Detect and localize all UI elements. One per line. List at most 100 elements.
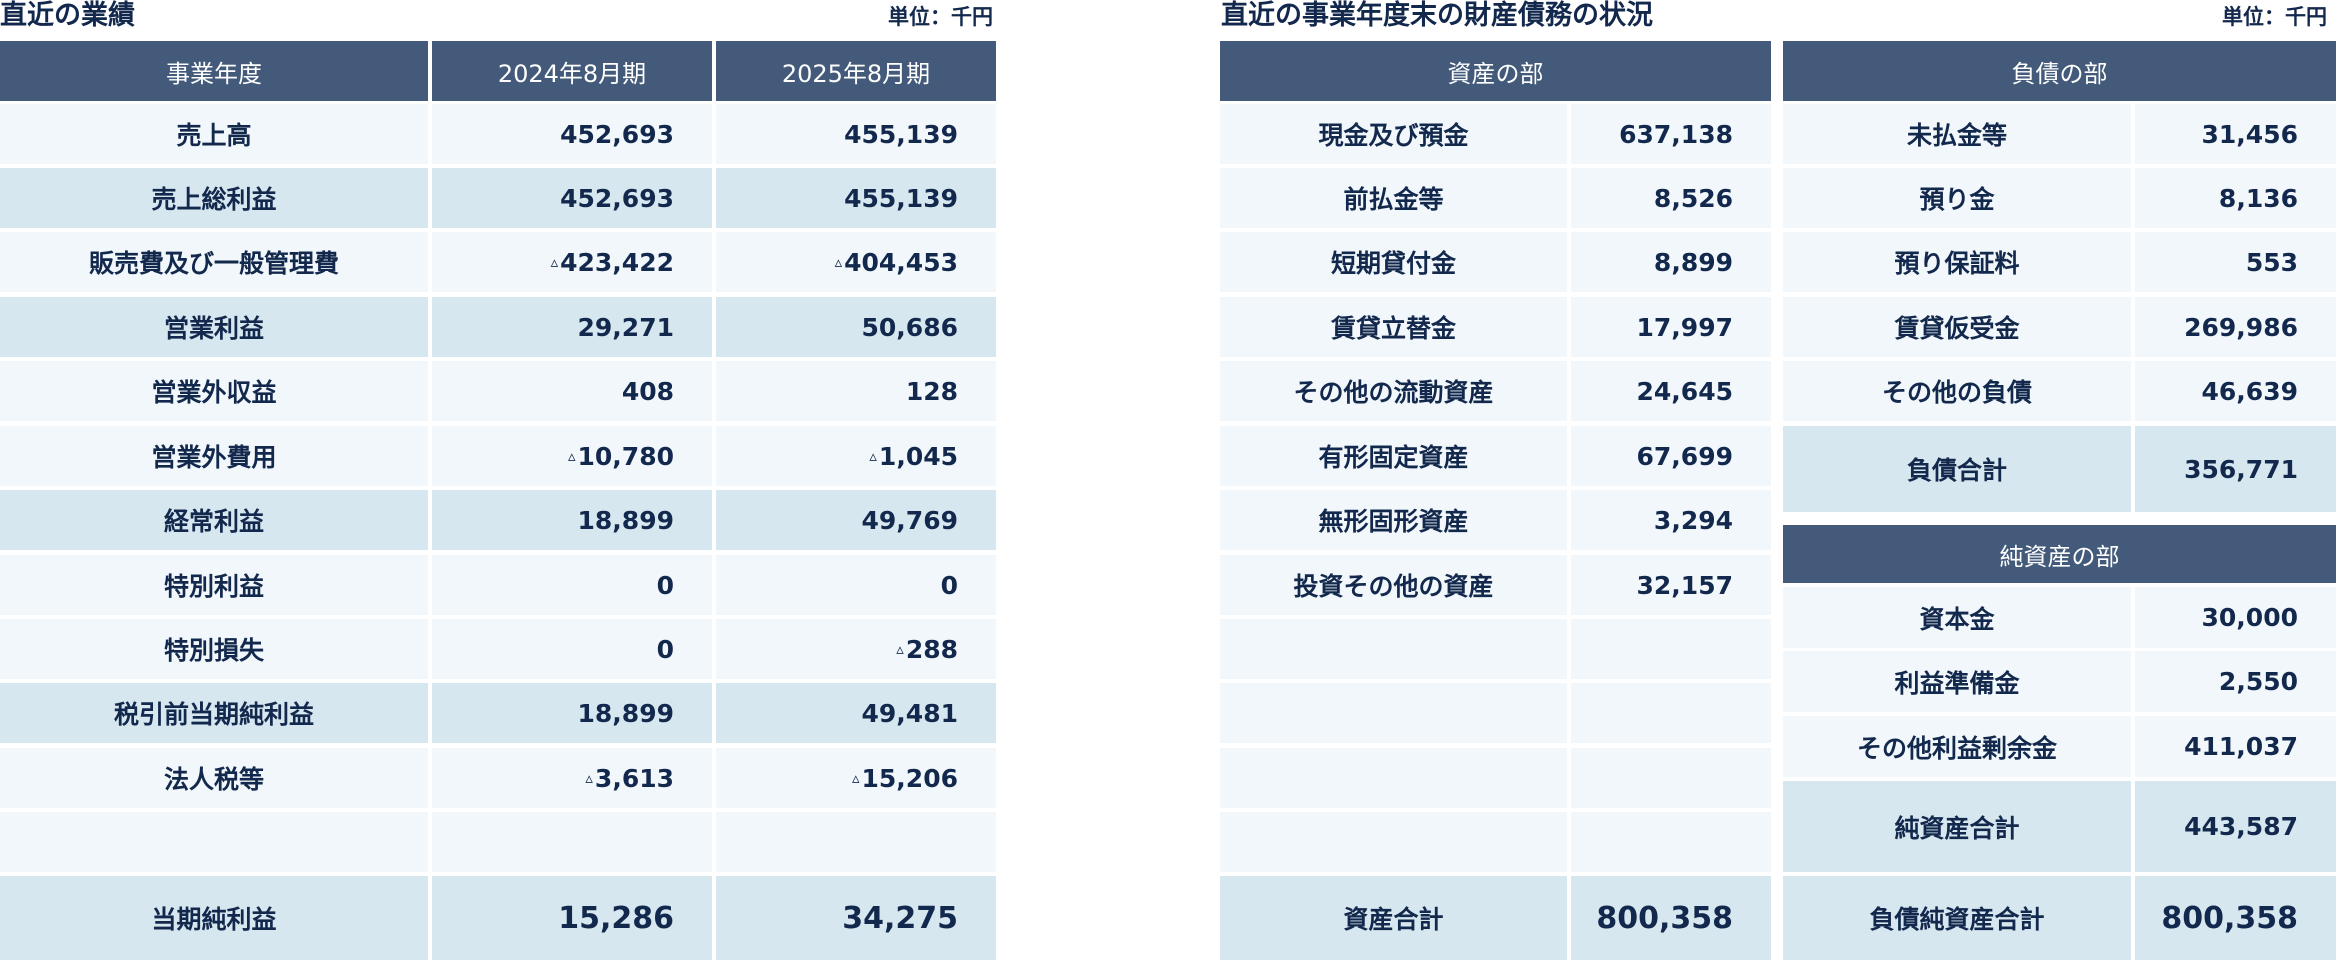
net-assets-header: 純資産の部: [1783, 525, 2336, 583]
assets-row-label: 賃貸立替金: [1220, 297, 1567, 357]
assets-row-value: [1571, 619, 1771, 679]
net-assets-total-value: 443,587: [2135, 781, 2336, 872]
value-text: 1,045: [878, 441, 958, 471]
liabilities-row-value: 46,639: [2135, 361, 2336, 421]
results-row-value: 128: [716, 361, 996, 421]
negative-mark-icon: ▵: [869, 447, 877, 465]
results-row-value: [716, 812, 996, 872]
value-text: 452,693: [560, 183, 674, 213]
liabilities-row-label: その他の負債: [1783, 361, 2131, 421]
value-text: 15,206: [861, 763, 958, 793]
assets-row-label: [1220, 683, 1567, 743]
assets-row-label: 短期貸付金: [1220, 232, 1567, 292]
liabilities-header: 負債の部: [1783, 41, 2336, 101]
value-text: 3,613: [594, 763, 674, 793]
results-row-label: 特別損失: [0, 619, 428, 679]
assets-header: 資産の部: [1220, 41, 1771, 101]
results-row-value: [432, 812, 712, 872]
liabilities-row-label: 預り金: [1783, 168, 2131, 228]
results-header-2024: 2024年8月期: [432, 41, 712, 101]
assets-row-label: [1220, 748, 1567, 808]
grand-total-label: 負債純資産合計: [1783, 876, 2131, 960]
results-row-value: 455,139: [716, 168, 996, 228]
value-text: 0: [656, 570, 674, 600]
assets-row-value: [1571, 748, 1771, 808]
negative-mark-icon: ▵: [567, 447, 576, 465]
value-text: 18,899: [577, 698, 674, 728]
results-header-period: 事業年度: [0, 41, 428, 101]
results-row-label: 売上総利益: [0, 168, 428, 228]
value-text: 49,481: [861, 698, 958, 728]
value-text: 423,422: [560, 247, 674, 277]
liabilities-row-value: 269,986: [2135, 297, 2336, 357]
assets-row-value: 8,899: [1571, 232, 1771, 292]
assets-row-label: 投資その他の資産: [1220, 555, 1567, 615]
negative-mark-icon: ▵: [550, 253, 559, 271]
assets-row-value: 17,997: [1571, 297, 1771, 357]
results-row-value: 455,139: [716, 104, 996, 164]
results-row-label: 販売費及び一般管理費: [0, 232, 428, 292]
results-header-2025: 2025年8月期: [716, 41, 996, 101]
results-total-value: 15,286: [432, 876, 712, 960]
results-row-label: 特別利益: [0, 555, 428, 615]
assets-row-label: 現金及び預金: [1220, 104, 1567, 164]
value-text: 0: [940, 570, 958, 600]
grand-total-value: 800,358: [2135, 876, 2336, 960]
value-text: 288: [905, 634, 958, 664]
results-row-value: ▵ 404,453: [716, 232, 996, 292]
assets-row-label: [1220, 812, 1567, 872]
results-row-value: 0: [432, 555, 712, 615]
value-text: 128: [905, 376, 958, 406]
net-assets-row-label: その他利益剰余金: [1783, 716, 2131, 777]
value-text: 18,899: [577, 505, 674, 535]
assets-row-value: [1571, 683, 1771, 743]
results-row-value: 49,769: [716, 490, 996, 550]
results-row-label: 売上高: [0, 104, 428, 164]
results-title: 直近の業績: [0, 0, 135, 31]
results-row-value: ▵ 1,045: [716, 426, 996, 486]
net-assets-row-label: 資本金: [1783, 587, 2131, 648]
results-row-value: 18,899: [432, 683, 712, 743]
results-unit: 単位：千円: [888, 5, 993, 29]
assets-row-label: その他の流動資産: [1220, 361, 1567, 421]
negative-mark-icon: ▵: [585, 769, 593, 787]
assets-row-value: 3,294: [1571, 490, 1771, 550]
assets-row-value: [1571, 812, 1771, 872]
assets-row-value: 24,645: [1571, 361, 1771, 421]
results-row-value: 408: [432, 361, 712, 421]
net-assets-row-value: 30,000: [2135, 587, 2336, 648]
value-text: 452,693: [560, 119, 674, 149]
liabilities-total-value: 356,771: [2135, 426, 2336, 512]
assets-row-value: 67,699: [1571, 426, 1771, 486]
results-row-label: [0, 812, 428, 872]
assets-row-value: 637,138: [1571, 104, 1771, 164]
results-row-value: ▵ 15,206: [716, 748, 996, 808]
results-row-label: 営業外費用: [0, 426, 428, 486]
value-text: 0: [656, 634, 674, 664]
results-row-value: ▵ 3,613: [432, 748, 712, 808]
value-text: 29,271: [577, 312, 674, 342]
results-row-value: 50,686: [716, 297, 996, 357]
net-assets-row-label: 利益準備金: [1783, 651, 2131, 712]
liabilities-row-label: 未払金等: [1783, 104, 2131, 164]
assets-row-value: 32,157: [1571, 555, 1771, 615]
value-text: 10,780: [577, 441, 674, 471]
assets-row-label: 無形固形資産: [1220, 490, 1567, 550]
balance-title: 直近の事業年度末の財産債務の状況: [1221, 0, 1653, 31]
results-row-label: 営業外収益: [0, 361, 428, 421]
results-row-label: 経常利益: [0, 490, 428, 550]
negative-mark-icon: ▵: [834, 253, 843, 271]
liabilities-row-value: 31,456: [2135, 104, 2336, 164]
liabilities-row-value: 553: [2135, 232, 2336, 292]
results-row-label: 営業利益: [0, 297, 428, 357]
assets-row-label: 前払金等: [1220, 168, 1567, 228]
value-text: 455,139: [844, 119, 958, 149]
balance-unit: 単位：千円: [2222, 5, 2327, 29]
results-row-label: 税引前当期純利益: [0, 683, 428, 743]
value-text: 408: [621, 376, 674, 406]
value-text: 404,453: [844, 247, 958, 277]
results-total-label: 当期純利益: [0, 876, 428, 960]
assets-row-value: 8,526: [1571, 168, 1771, 228]
assets-total-label: 資産合計: [1220, 876, 1567, 960]
results-row-value: 0: [716, 555, 996, 615]
